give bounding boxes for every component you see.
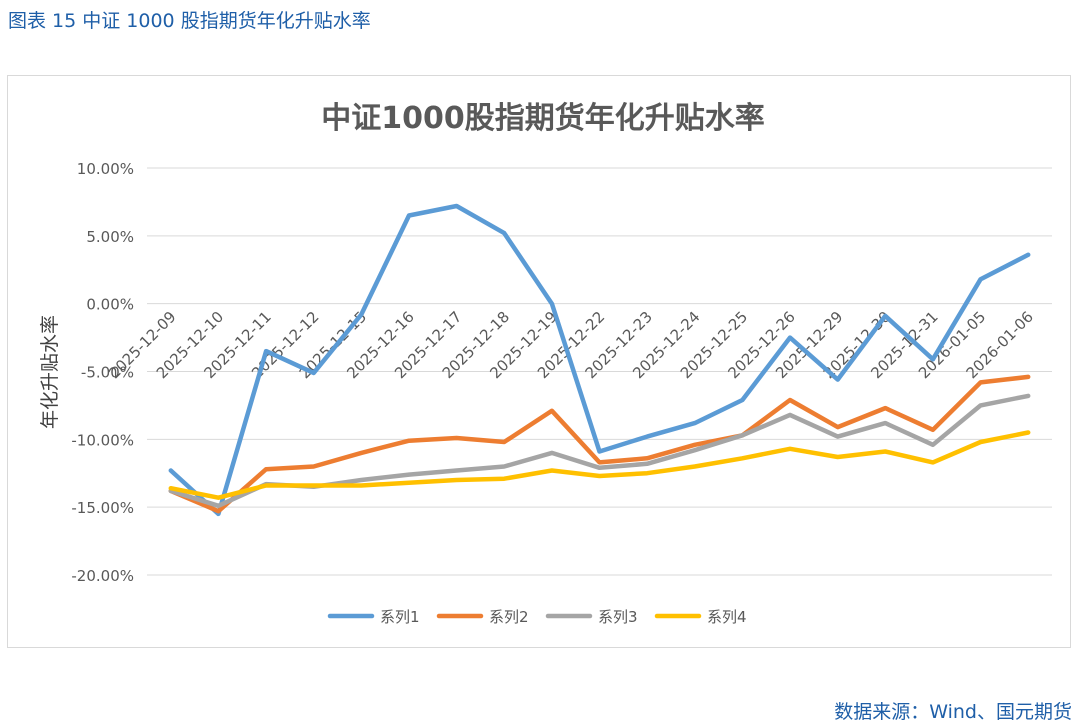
y-tick-labels: 10.00% 5.00% 0.00% -5.00% -10.00% -15.00% -20.… [71,160,134,585]
line-chart: 中证1000股指期货年化升贴水率 年化升贴水率 10.00% 5.00% 0.00%… [39,101,1052,626]
grid-lines [147,167,1052,576]
y-tick-label: -10.00% [71,431,134,449]
series-line-1 [168,203,1031,517]
y-tick-label: 10.00% [77,160,134,178]
series-line-4 [168,430,1031,500]
figure-caption: 图表 15 中证 1000 股指期货年化升贴水率 [8,10,371,32]
y-tick-label: -5.00% [81,364,134,382]
y-tick-label: -20.00% [71,567,134,585]
y-tick-label: 5.00% [86,228,134,246]
legend-label-1: 系列1 [380,608,420,626]
y-tick-label: 0.00% [86,296,134,314]
chart-frame: 中证1000股指期货年化升贴水率 年化升贴水率 10.00% 5.00% 0.00%… [7,75,1071,648]
x-tick-labels: 2025-12-092025-12-102025-12-112025-12-12… [105,308,1037,382]
legend: 系列1 系列2 系列3 系列4 [327,608,747,626]
legend-label-3: 系列3 [598,608,638,626]
legend-label-2: 系列2 [489,608,529,626]
y-tick-label: -15.00% [71,499,134,517]
series-line-2 [168,374,1031,514]
source-note: 数据来源：Wind、国元期货 [834,701,1072,723]
series-lines [168,203,1031,517]
y-axis-label: 年化升贴水率 [39,315,61,429]
chart-title: 中证1000股指期货年化升贴水率 [321,101,765,136]
legend-label-4: 系列4 [707,608,747,626]
